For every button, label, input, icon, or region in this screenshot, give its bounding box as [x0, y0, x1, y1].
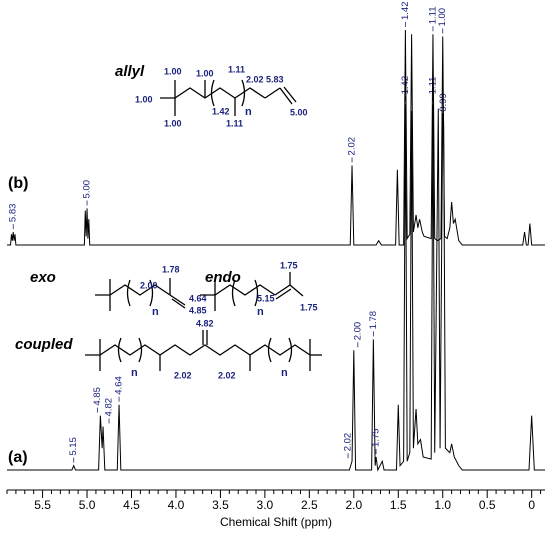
series-label: (a) — [8, 449, 28, 466]
peak-label: 1.75 — [371, 428, 382, 447]
bracket — [149, 279, 154, 307]
shift-label: 1.00 — [135, 94, 153, 104]
peak-label: 5.00 — [82, 180, 93, 199]
x-tick-label: 2.0 — [345, 498, 362, 512]
shift-label: 1.00 — [164, 66, 182, 76]
peak-label: 1.00 — [437, 8, 448, 27]
shift-label: 1.42 — [212, 106, 230, 116]
bond — [95, 284, 171, 296]
peak-label: 5.83 — [8, 204, 19, 223]
shift-label: 5.83 — [266, 74, 284, 84]
shift-label: 5.00 — [290, 107, 308, 117]
shift-label: 2.02 — [174, 370, 192, 380]
series-label: (b) — [8, 175, 28, 192]
repeat-n: n — [281, 367, 288, 379]
shift-label: 2.02 — [218, 370, 236, 380]
bracket — [231, 279, 236, 307]
repeat-n: n — [131, 367, 138, 379]
bracket — [210, 79, 215, 107]
peak-label: 1.42 — [400, 2, 411, 21]
bracket — [117, 337, 122, 363]
x-tick-label: 0.5 — [479, 498, 496, 512]
repeat-n: n — [257, 306, 264, 318]
allyl-structure: allyl 1.00 1.00 1.00 1.00 1.11 1.42 1.11… — [115, 63, 308, 128]
bond — [85, 344, 311, 356]
peak-label: 4.82 — [104, 398, 115, 417]
bond — [169, 294, 186, 306]
x-axis-label: Chemical Shift (ppm) — [220, 515, 332, 529]
bond — [283, 86, 297, 103]
peak-label: 4.85 — [92, 387, 103, 406]
x-tick-label: 3.0 — [257, 498, 274, 512]
x-tick-label: 3.5 — [212, 498, 229, 512]
bracket — [267, 337, 272, 363]
structure-name: exo — [30, 269, 56, 286]
x-tick-label: 0 — [528, 498, 535, 512]
bond — [279, 87, 293, 105]
shift-label: 4.82 — [196, 318, 214, 328]
shift-label: 1.11 — [226, 118, 243, 128]
structure-name: endo — [205, 269, 241, 286]
shift-label: 4.64 — [189, 293, 207, 303]
x-tick-label: 5.0 — [79, 498, 96, 512]
coupled-structure: coupled 4.82 2.02 2.02 n n — [15, 318, 322, 380]
peak-label: 2.02 — [347, 137, 358, 156]
endo-structure: endo 1.75 5.15 1.75 n — [200, 260, 318, 318]
bond — [264, 87, 281, 99]
shift-label: 1.75 — [280, 260, 298, 270]
bracket — [138, 337, 143, 363]
spectrum — [7, 104, 545, 472]
repeat-n: n — [245, 106, 252, 118]
peak-label: 2.02 — [343, 433, 354, 452]
x-tick-label: 1.0 — [434, 498, 451, 512]
shift-label: 1.00 — [196, 68, 214, 78]
shift-label: 4.85 — [189, 305, 207, 315]
bracket — [288, 337, 293, 363]
peak-label: 5.15 — [68, 437, 79, 456]
shift-label: 1.75 — [300, 302, 318, 312]
spectrum — [7, 29, 545, 246]
shift-label: 1.00 — [164, 118, 182, 128]
bond — [200, 284, 276, 296]
peak-label: 1.11 — [427, 7, 438, 25]
peak-label: 4.64 — [114, 376, 125, 395]
bond — [274, 284, 291, 296]
x-tick-label: 4.5 — [123, 498, 140, 512]
bracket — [241, 79, 246, 107]
shift-label: 1.78 — [162, 264, 180, 274]
x-tick-label: 1.5 — [390, 498, 407, 512]
x-tick-label: 5.5 — [34, 498, 51, 512]
bracket — [254, 279, 259, 307]
x-tick-label: 4.0 — [168, 498, 185, 512]
structure-name: allyl — [115, 63, 145, 80]
peak-label: 2.00 — [352, 322, 363, 341]
bond — [171, 298, 186, 309]
bond — [275, 288, 292, 300]
shift-label: 1.11 — [228, 64, 245, 74]
x-tick-label: 2.5 — [301, 498, 318, 512]
shift-label: 5.15 — [257, 293, 275, 303]
exo-structure: exo 1.78 2.00 4.64 4.85 n — [30, 264, 207, 318]
peak-label: 1.78 — [368, 311, 379, 330]
bracket — [126, 279, 131, 307]
shift-label: 2.00 — [140, 280, 158, 290]
bond — [160, 87, 266, 99]
bond — [289, 284, 304, 297]
shift-label: 2.02 — [246, 74, 264, 84]
repeat-n: n — [152, 306, 159, 318]
structure-name: coupled — [15, 336, 73, 353]
